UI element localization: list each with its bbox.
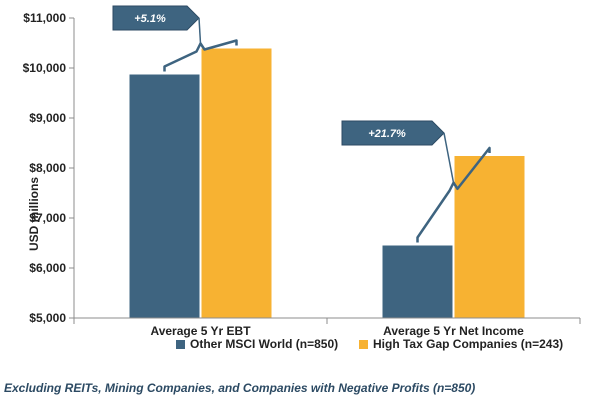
bars (129, 48, 525, 318)
category-labels: Average 5 Yr EBT Average 5 Yr Net Income (150, 324, 524, 338)
y-tick-label: $7,000 (29, 211, 66, 225)
y-tick-label: $11,000 (23, 11, 66, 25)
x-category-label: Average 5 Yr EBT (150, 324, 251, 338)
bar-high-tax-gap-0 (201, 48, 272, 318)
callout-pointer (443, 132, 455, 183)
legend-label: Other MSCI World (n=850) (190, 337, 338, 351)
callouts: +5.1% +21.7% (112, 5, 491, 243)
legend-label: High Tax Gap Companies (n=243) (373, 337, 563, 351)
y-tick-label: $9,000 (29, 111, 66, 125)
y-tick-label: $6,000 (29, 261, 66, 275)
axes (73, 18, 581, 324)
callout-label: +21.7% (368, 128, 406, 140)
legend-swatch (176, 340, 185, 349)
bar-other-msci-0 (129, 74, 200, 318)
x-category-label: Average 5 Yr Net Income (383, 324, 524, 338)
y-tick-label: $10,000 (23, 61, 67, 75)
y-axis-label: USD millions (27, 177, 41, 251)
footnote: Excluding REITs, Mining Companies, and C… (4, 381, 476, 395)
y-tick-label: $5,000 (29, 311, 66, 325)
y-axis-ticks: $5,000 $6,000 $7,000 $8,000 $9,000 $10,000 $11… (23, 11, 74, 325)
callout-label: +5.1% (134, 13, 166, 25)
callout-pointer (198, 17, 202, 44)
callout-box (341, 120, 445, 146)
bar-other-msci-1 (382, 245, 453, 318)
callout-box (112, 5, 200, 31)
y-tick-label: $8,000 (29, 161, 66, 175)
legend: Other MSCI World (n=850) High Tax Gap Com… (176, 337, 563, 351)
legend-swatch (359, 340, 368, 349)
bar-high-tax-gap-1 (454, 156, 525, 318)
